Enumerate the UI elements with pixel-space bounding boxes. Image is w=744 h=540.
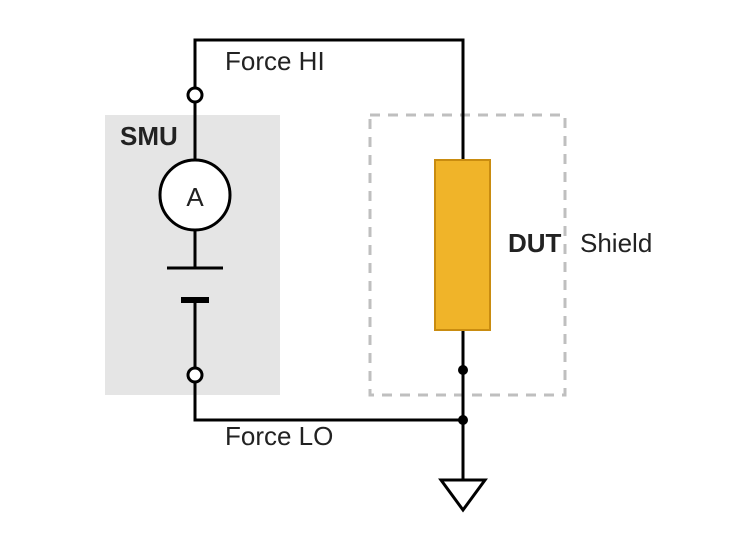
circuit-diagram: A SMU Force HI Force LO DUT Shield [0,0,744,540]
terminal-hi [188,88,202,102]
smu-block [105,115,280,395]
ground-symbol [441,480,485,510]
shield-label: Shield [580,228,652,258]
dut-component [435,160,490,330]
smu-label: SMU [120,121,178,151]
junction-node [458,415,468,425]
force-lo-label: Force LO [225,421,333,451]
junction-node [458,365,468,375]
ammeter-label: A [186,182,204,212]
dut-label: DUT [508,228,562,258]
terminal-lo [188,368,202,382]
force-hi-label: Force HI [225,46,325,76]
